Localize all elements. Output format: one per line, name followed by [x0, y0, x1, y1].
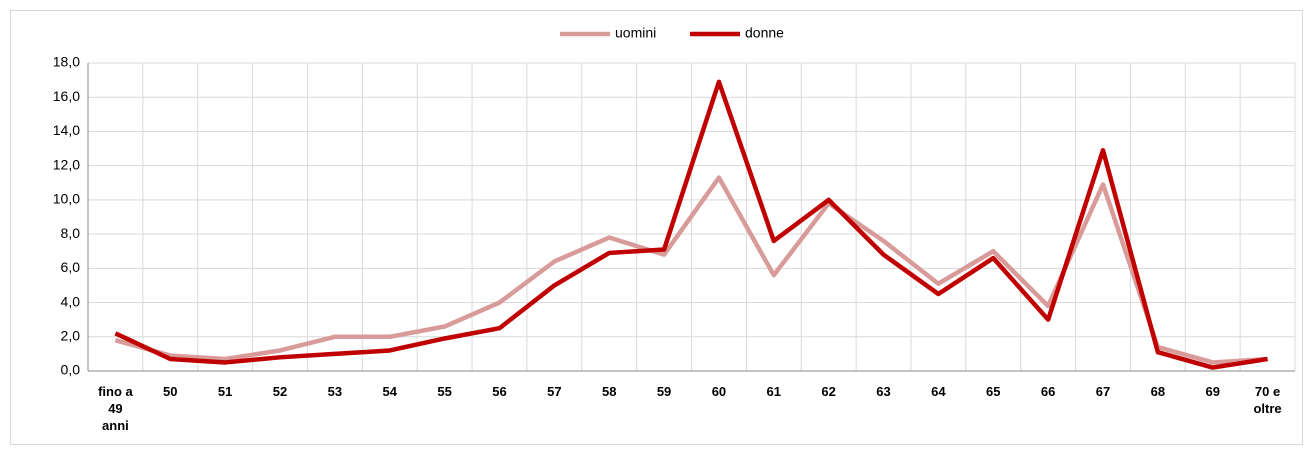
x-tick-label-box: 54 [382, 384, 397, 399]
x-tick-label: fino a 49 anni [98, 384, 133, 433]
x-tick-label-box: 64 [931, 384, 946, 399]
x-tick-label: 57 [547, 384, 562, 399]
x-tick-label: 51 [217, 384, 233, 399]
x-tick-label-box: 70 e oltre [1253, 384, 1282, 416]
x-tick-label: 55 [437, 384, 452, 399]
x-tick-label-box: 66 [1040, 384, 1056, 399]
chart-border [10, 10, 1303, 445]
y-tick-label: 4,0 [61, 293, 81, 309]
x-tick-label-box: 50 [163, 384, 178, 399]
series-line [114, 175, 1268, 365]
x-tick-label-box: 53 [327, 384, 343, 399]
x-tick-label-box: 63 [876, 384, 891, 399]
x-tick-label: 66 [1040, 384, 1056, 399]
x-tick-label: 64 [931, 384, 946, 399]
y-tick-label: 2,0 [61, 327, 81, 343]
x-tick-label: 61 [766, 384, 782, 399]
y-tick-label: 14,0 [53, 122, 80, 138]
x-tick-label: 70 e oltre [1253, 384, 1282, 416]
x-tick-label-box: 68 [1150, 384, 1166, 399]
x-tick-label: 56 [492, 384, 507, 399]
x-tick-label-box: 67 [1095, 384, 1111, 399]
x-tick-label-box: 69 [1205, 384, 1220, 399]
x-tick-label-box: 52 [272, 384, 288, 399]
x-tick-label: 63 [876, 384, 891, 399]
x-tick-label: 68 [1150, 384, 1166, 399]
y-tick-label: 16,0 [53, 88, 80, 104]
y-tick-label: 6,0 [61, 259, 81, 275]
x-tick-label: 50 [163, 384, 178, 399]
legend-label: donne [745, 25, 784, 41]
x-tick-label: 53 [327, 384, 343, 399]
y-tick-label: 18,0 [53, 54, 80, 70]
x-tick-label-box: 59 [656, 384, 672, 399]
legend-label: uomini [615, 25, 656, 41]
x-tick-label: 54 [382, 384, 397, 399]
y-tick-label: 10,0 [53, 191, 80, 207]
x-tick-label-box: 62 [821, 384, 836, 399]
x-tick-label-box: fino a 49 anni [98, 384, 133, 433]
x-tick-label: 60 [711, 384, 727, 399]
x-tick-label: 52 [272, 384, 288, 399]
x-tick-label-box: 57 [547, 384, 562, 399]
x-tick-label-box: 51 [217, 384, 233, 399]
x-tick-label-box: 61 [766, 384, 782, 399]
x-tick-label: 62 [821, 384, 836, 399]
x-tick-label: 67 [1095, 384, 1111, 399]
x-tick-label: 58 [601, 384, 617, 399]
y-tick-label: 12,0 [53, 156, 80, 172]
x-tick-label-box: 58 [601, 384, 617, 399]
x-tick-label-box: 56 [492, 384, 507, 399]
y-tick-label: 0,0 [61, 362, 81, 378]
x-tick-label: 59 [656, 384, 672, 399]
x-tick-label-box: 65 [986, 384, 1001, 399]
series-line [114, 79, 1268, 370]
x-tick-label-box: 55 [437, 384, 452, 399]
x-tick-label-box: 60 [711, 384, 727, 399]
x-tick-label: 69 [1205, 384, 1220, 399]
x-tick-label: 65 [986, 384, 1001, 399]
y-tick-label: 8,0 [61, 225, 81, 241]
